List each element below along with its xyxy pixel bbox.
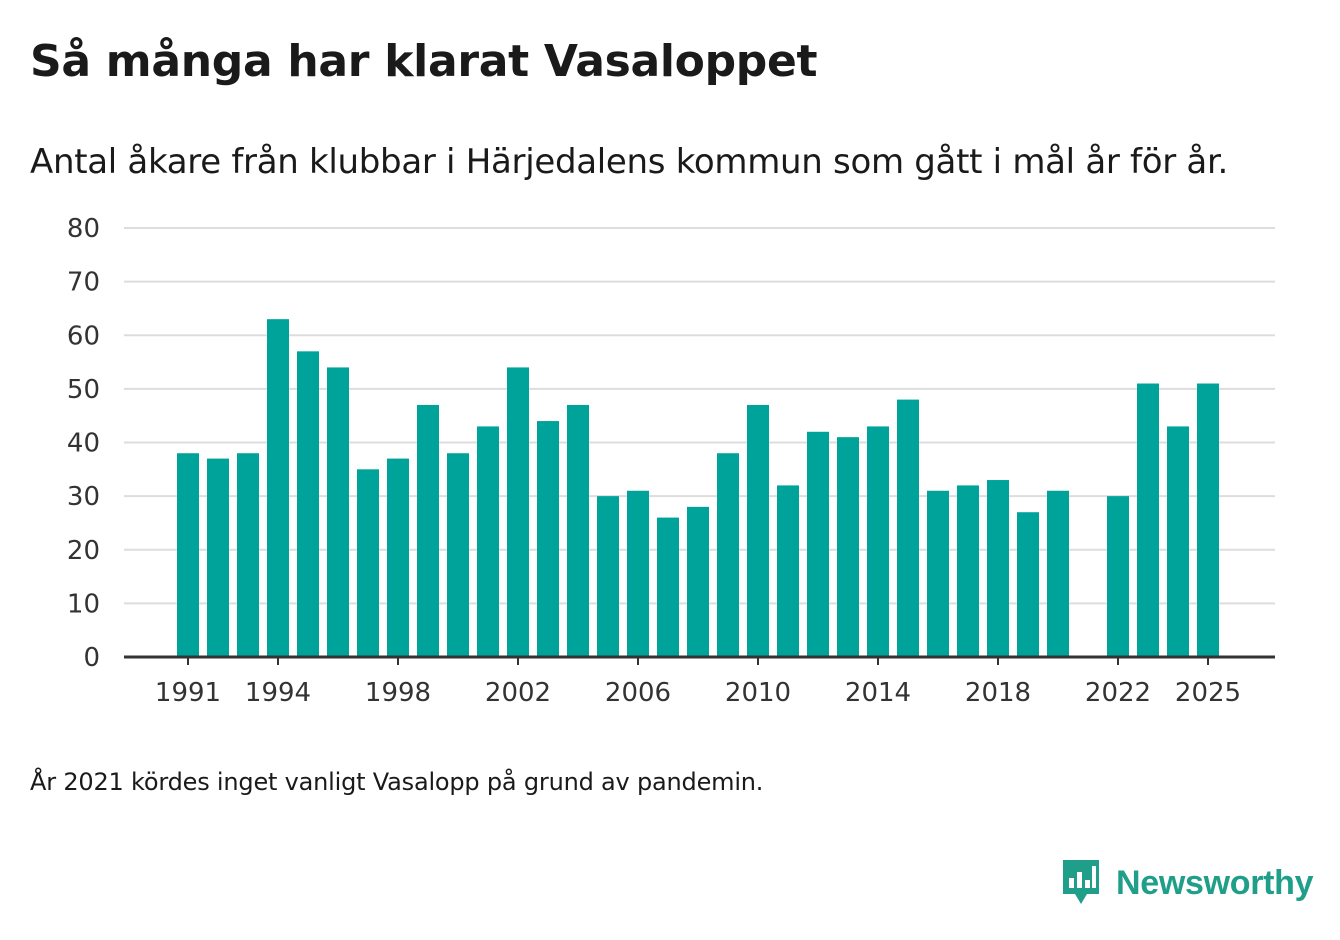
bar-2006 bbox=[627, 490, 649, 657]
bar-2024 bbox=[1167, 426, 1189, 657]
y-tick-label: 20 bbox=[67, 536, 100, 566]
bar-2019 bbox=[1017, 512, 1039, 657]
y-tick-label: 80 bbox=[67, 214, 100, 244]
bar-1995 bbox=[297, 351, 319, 657]
bar-2001 bbox=[477, 426, 499, 657]
x-tick-label: 2002 bbox=[485, 678, 551, 708]
bar-2000 bbox=[447, 453, 469, 657]
y-tick-label: 0 bbox=[83, 643, 100, 673]
x-tick-label: 2014 bbox=[845, 678, 911, 708]
brand-logo: Newsworthy bbox=[1060, 858, 1314, 908]
y-tick-label: 40 bbox=[67, 429, 100, 459]
chart-title: Så många har klarat Vasaloppet bbox=[30, 36, 818, 87]
x-tick-label: 2006 bbox=[605, 678, 671, 708]
bar-2004 bbox=[567, 404, 589, 657]
y-tick-label: 50 bbox=[67, 375, 100, 405]
y-tick-label: 60 bbox=[67, 321, 100, 351]
bar-2012 bbox=[807, 431, 829, 657]
x-tick-label: 2025 bbox=[1175, 678, 1241, 708]
bar-2020 bbox=[1047, 490, 1069, 657]
bar-2016 bbox=[927, 490, 949, 657]
y-tick-label: 70 bbox=[67, 268, 100, 298]
x-tick-label: 1998 bbox=[365, 678, 431, 708]
bar-2003 bbox=[537, 421, 559, 657]
bar-1997 bbox=[357, 469, 379, 657]
bar-1991 bbox=[177, 453, 199, 657]
bar-2013 bbox=[837, 437, 859, 657]
y-tick-label: 30 bbox=[67, 482, 100, 512]
bar-2023 bbox=[1137, 383, 1159, 657]
bar-2005 bbox=[597, 496, 619, 657]
bar-2014 bbox=[867, 426, 889, 657]
x-tick-label: 1991 bbox=[155, 678, 221, 708]
bars bbox=[177, 319, 1219, 657]
bar-2025 bbox=[1197, 383, 1219, 657]
bar-2008 bbox=[687, 506, 709, 657]
bar-chart: 0 10 20 30 40 50 60 70 80 1991 1994 1998 2002 2006 201… bbox=[67, 214, 1275, 708]
bar-1999 bbox=[417, 404, 439, 657]
bar-2011 bbox=[777, 485, 799, 657]
y-tick-label: 10 bbox=[67, 589, 100, 619]
x-tick-label: 2018 bbox=[965, 678, 1031, 708]
bar-1998 bbox=[387, 458, 409, 657]
bar-2009 bbox=[717, 453, 739, 657]
brand-name: Newsworthy bbox=[1116, 863, 1314, 902]
newsworthy-logo-icon bbox=[1063, 860, 1099, 904]
bar-2010 bbox=[747, 404, 769, 657]
bar-1996 bbox=[327, 367, 349, 657]
bar-2022 bbox=[1107, 496, 1129, 657]
bar-2018 bbox=[987, 480, 1009, 657]
bar-2002 bbox=[507, 367, 529, 657]
bar-2015 bbox=[897, 399, 919, 657]
bar-2007 bbox=[657, 517, 679, 657]
x-tick-label: 2010 bbox=[725, 678, 791, 708]
axes: 0 10 20 30 40 50 60 70 80 1991 1994 1998 2002 2006 201… bbox=[67, 214, 1275, 708]
bar-2017 bbox=[957, 485, 979, 657]
bar-1994 bbox=[267, 319, 289, 657]
x-tick-label: 2022 bbox=[1085, 678, 1151, 708]
x-tick-label: 1994 bbox=[245, 678, 311, 708]
bar-1993 bbox=[237, 453, 259, 657]
bar-1992 bbox=[207, 458, 229, 657]
footnote: År 2021 kördes inget vanligt Vasalopp på… bbox=[30, 768, 764, 796]
chart-subtitle: Antal åkare från klubbar i Härjedalens k… bbox=[30, 142, 1229, 182]
